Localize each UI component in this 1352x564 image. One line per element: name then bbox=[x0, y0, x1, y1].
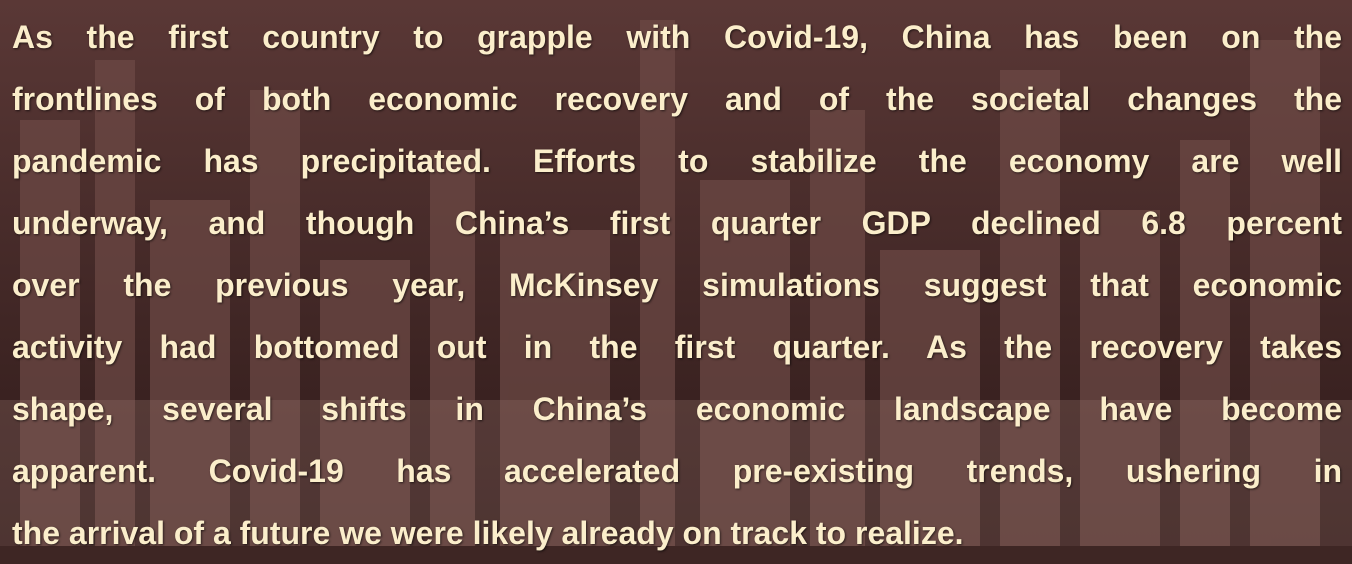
page: {"paragraph": {"lines": [ "As the first … bbox=[0, 0, 1352, 546]
text-line: underway, and though China’s first quart… bbox=[12, 192, 1342, 254]
text-line: frontlines of both economic recovery and… bbox=[12, 68, 1342, 130]
text-line: pandemic has precipitated. Efforts to st… bbox=[12, 130, 1342, 192]
text-line: activity had bottomed out in the first q… bbox=[12, 316, 1342, 378]
text-line: apparent. Covid-19 has accelerated pre-e… bbox=[12, 440, 1342, 502]
text-line: shape, several shifts in China’s economi… bbox=[12, 378, 1342, 440]
text-line: As the first country to grapple with Cov… bbox=[12, 6, 1342, 68]
text-line: the arrival of a future we were likely a… bbox=[12, 502, 1342, 564]
paragraph: As the first country to grapple with Cov… bbox=[12, 6, 1342, 564]
text-line: over the previous year, McKinsey simulat… bbox=[12, 254, 1342, 316]
